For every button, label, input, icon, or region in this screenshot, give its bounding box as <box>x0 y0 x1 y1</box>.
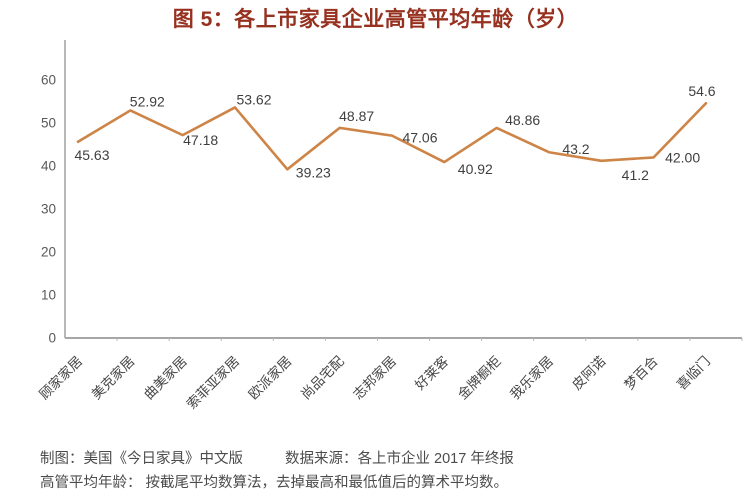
y-tick-label: 40 <box>41 159 56 174</box>
data-point-label: 40.92 <box>458 161 493 177</box>
footer-credit-row: 制图：美国《今日家具》中文版 数据来源：各上市企业 2017 年终报 <box>40 447 514 471</box>
category-label: 皮阿诺 <box>569 354 608 393</box>
data-point-label: 42.00 <box>665 149 700 165</box>
category-label: 好莱客 <box>411 352 451 392</box>
y-tick-label: 50 <box>41 116 56 131</box>
data-point-label: 48.86 <box>505 112 540 128</box>
y-tick-label: 20 <box>41 245 56 260</box>
category-label: 美克家居 <box>88 353 137 402</box>
category-label: 志邦家居 <box>350 353 399 402</box>
category-label: 喜临门 <box>674 354 713 393</box>
category-label: 梦百合 <box>622 353 662 393</box>
category-label: 金牌橱柜 <box>454 353 503 402</box>
category-label: 顾家家居 <box>36 353 85 402</box>
data-point-label: 47.06 <box>402 130 437 146</box>
data-point-label: 53.62 <box>236 91 271 107</box>
chart-title: 图 5：各上市家具企业高管平均年龄（岁） <box>172 8 579 31</box>
footer-source: 数据来源：各上市企业 2017 年终报 <box>285 451 514 467</box>
data-point-label: 48.87 <box>339 108 374 124</box>
line-series <box>76 101 708 171</box>
category-label: 索菲亚家居 <box>183 353 242 412</box>
data-point-label: 39.23 <box>296 164 331 180</box>
data-point-label: 45.63 <box>74 147 109 163</box>
data-point-label: 47.18 <box>183 132 218 148</box>
data-point-label: 41.2 <box>622 167 649 183</box>
chart-footer: 制图：美国《今日家具》中文版 数据来源：各上市企业 2017 年终报 高管平均年龄… <box>40 447 514 495</box>
data-point-label: 54.6 <box>688 83 715 99</box>
category-label: 曲美家居 <box>140 353 189 402</box>
footer-note: 高管平均年龄： 按截尾平均数算法，去掉最高和最低值后的算术平均数。 <box>40 475 509 491</box>
data-point-label: 52.92 <box>130 93 165 109</box>
y-tick-label: 10 <box>41 288 56 303</box>
category-label: 欧派家居 <box>245 353 294 402</box>
category-label: 尚品宅配 <box>298 353 347 402</box>
data-point-label: 43.2 <box>562 141 589 157</box>
y-tick-label: 30 <box>41 202 56 217</box>
y-tick-label: 0 <box>48 331 56 346</box>
category-label: 我乐家居 <box>507 353 556 402</box>
y-tick-label: 60 <box>41 73 56 88</box>
footer-credit: 制图：美国《今日家具》中文版 <box>40 451 243 467</box>
